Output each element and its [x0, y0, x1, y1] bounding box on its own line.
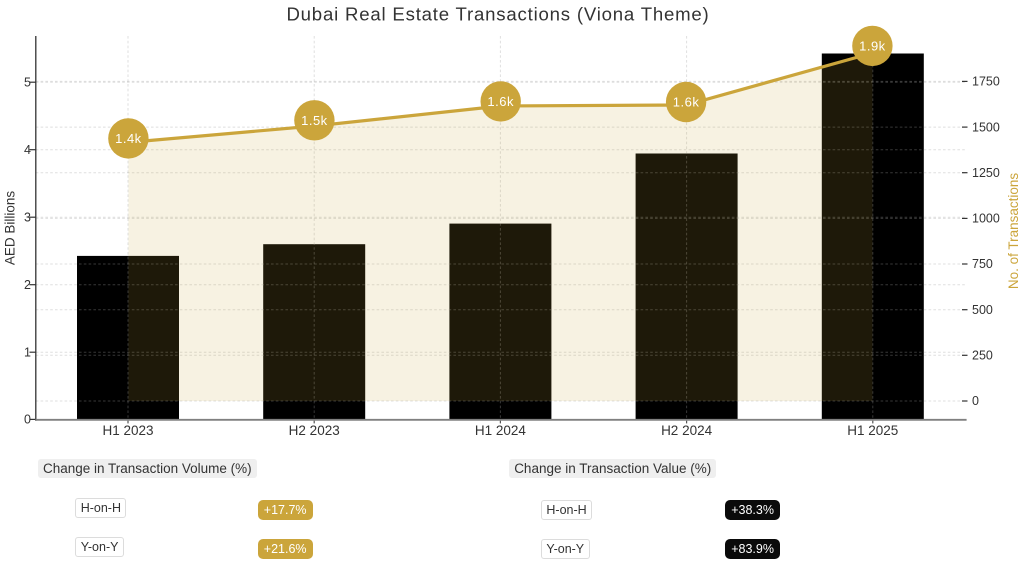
svg-text:0: 0 — [972, 394, 979, 408]
svg-text:250: 250 — [972, 349, 993, 363]
svg-text:4: 4 — [24, 143, 31, 157]
svg-text:H1 2025: H1 2025 — [847, 423, 898, 438]
svg-text:1.5k: 1.5k — [301, 113, 328, 128]
svg-text:1.4k: 1.4k — [115, 131, 142, 146]
svg-text:3: 3 — [24, 210, 31, 224]
svg-text:1.6k: 1.6k — [673, 95, 700, 110]
svg-text:1250: 1250 — [972, 166, 1000, 180]
svg-text:H1 2023: H1 2023 — [102, 423, 153, 438]
svg-text:H2 2023: H2 2023 — [289, 423, 340, 438]
svg-text:1750: 1750 — [972, 75, 1000, 89]
svg-text:2: 2 — [24, 278, 31, 292]
svg-text:No. of Transactions: No. of Transactions — [1006, 173, 1021, 290]
svg-text:1.9k: 1.9k — [859, 39, 886, 54]
svg-text:750: 750 — [972, 257, 993, 271]
svg-text:H1 2024: H1 2024 — [475, 423, 527, 438]
svg-text:1.6k: 1.6k — [487, 94, 514, 109]
svg-text:5: 5 — [24, 75, 31, 89]
svg-text:1500: 1500 — [972, 120, 1000, 134]
svg-text:1000: 1000 — [972, 212, 1000, 226]
svg-text:H2 2024: H2 2024 — [661, 423, 713, 438]
svg-text:500: 500 — [972, 303, 993, 317]
svg-text:0: 0 — [24, 413, 31, 427]
svg-text:AED Billions: AED Billions — [3, 191, 18, 266]
svg-text:1: 1 — [24, 345, 31, 359]
svg-text:Dubai Real Estate Transactions: Dubai Real Estate Transactions (Viona Th… — [286, 4, 709, 25]
